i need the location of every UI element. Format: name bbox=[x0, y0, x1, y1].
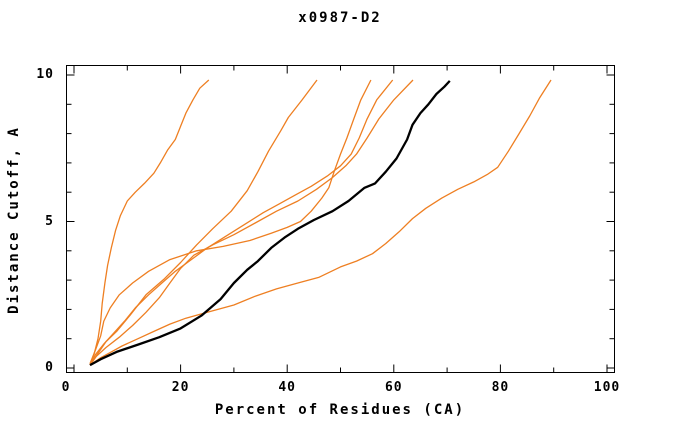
x-tick-label: 80 bbox=[491, 380, 510, 395]
x-tick-label: 40 bbox=[278, 380, 297, 395]
x-tick-label: 0 bbox=[61, 380, 71, 395]
chart-title: x0987-D2 bbox=[298, 10, 382, 26]
y-tick-label: 0 bbox=[45, 360, 54, 375]
curve-2-orange bbox=[89, 79, 318, 366]
x-tick-label: 60 bbox=[384, 380, 403, 395]
curve-1-orange-steep-left bbox=[89, 79, 210, 366]
curve-7-black bbox=[89, 80, 451, 367]
x-axis-label: Percent of Residues (CA) bbox=[214, 402, 466, 418]
curve-4-orange bbox=[89, 79, 394, 366]
x-tick-label: 100 bbox=[593, 380, 621, 395]
y-tick-label: 5 bbox=[45, 213, 54, 229]
curve-6-orange-right-low bbox=[89, 79, 552, 366]
y-tick-label: 10 bbox=[36, 67, 54, 82]
curve-3-orange bbox=[89, 79, 372, 364]
curve-5-orange bbox=[89, 79, 414, 366]
x-tick-label: 20 bbox=[171, 380, 190, 395]
